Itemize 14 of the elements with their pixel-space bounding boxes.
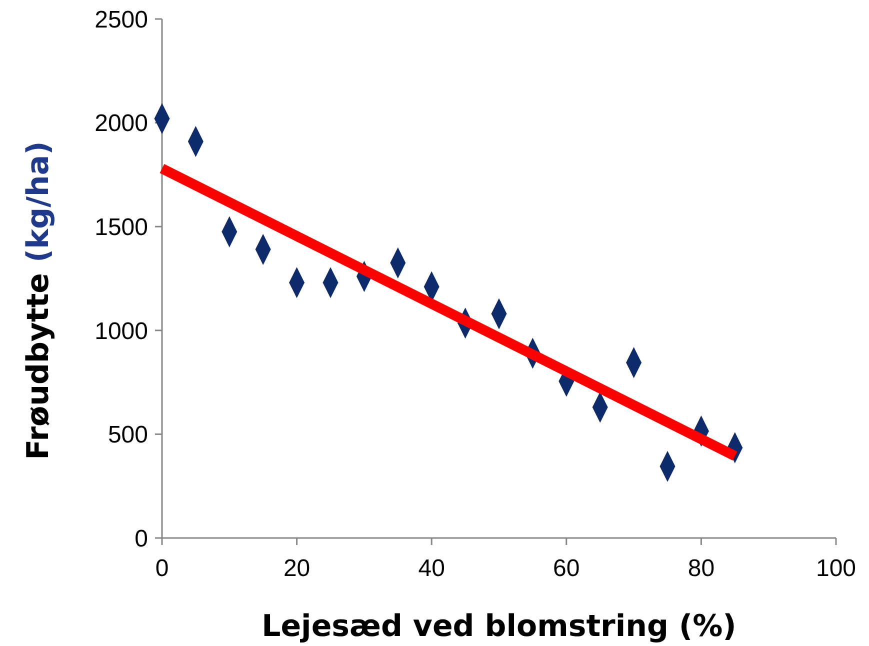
y-tick-label: 2500 bbox=[94, 6, 148, 34]
y-axis-title: Frøudbytte (kg/ha) bbox=[21, 141, 56, 460]
y-tick-label: 1000 bbox=[94, 318, 148, 345]
x-tick-label: 0 bbox=[155, 555, 169, 582]
x-tick-label: 60 bbox=[553, 555, 580, 582]
y-tick-label: 2000 bbox=[94, 110, 148, 138]
x-tick-label: 40 bbox=[418, 555, 445, 582]
y-tick-label: 0 bbox=[134, 525, 148, 552]
y-tick-label: 1500 bbox=[94, 214, 148, 241]
x-tick-label: 20 bbox=[283, 555, 310, 582]
y-tick-label: 500 bbox=[108, 422, 148, 449]
x-tick-label: 80 bbox=[688, 555, 715, 582]
x-axis-title: Lejesæd ved blomstring (%) bbox=[262, 609, 736, 644]
x-tick-label: 100 bbox=[816, 555, 856, 582]
